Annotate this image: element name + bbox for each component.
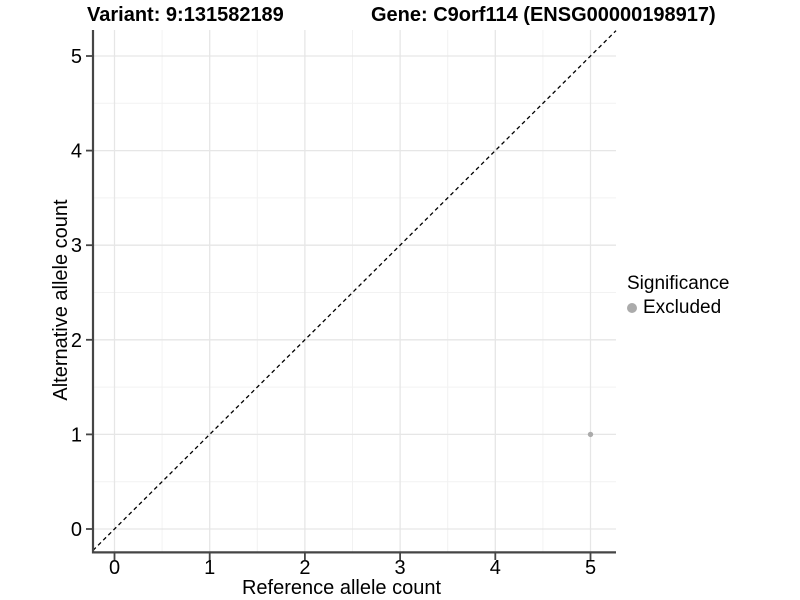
x-tick-label: 1 [204, 557, 215, 579]
x-tick-label: 5 [585, 557, 596, 579]
legend-point-icon [627, 303, 637, 313]
y-tick-label: 5 [71, 46, 82, 68]
data-point [587, 431, 594, 438]
x-tick-label: 2 [299, 557, 310, 579]
y-tick-label: 3 [71, 235, 82, 257]
legend: Significance Excluded [627, 273, 729, 319]
legend-item-excluded: Excluded [627, 297, 729, 319]
x-tick-label: 3 [395, 557, 406, 579]
y-tick-label: 0 [71, 519, 82, 541]
identity-dashed-line [92, 30, 617, 551]
y-tick-label: 4 [71, 141, 82, 163]
plot-title-variant: Variant: 9:131582189 [87, 4, 284, 26]
y-tick-label: 2 [71, 330, 82, 352]
x-tick-label: 0 [109, 557, 120, 579]
legend-item-label: Excluded [643, 297, 722, 318]
y-tick-label: 1 [71, 424, 82, 446]
x-axis-title: Reference allele count [241, 577, 441, 599]
y-axis-title: Alternative allele count [50, 199, 72, 401]
legend-title: Significance [627, 273, 730, 294]
plot-title-gene: Gene: C9orf114 (ENSG00000198917) [371, 4, 716, 26]
x-tick-label: 4 [490, 557, 501, 579]
